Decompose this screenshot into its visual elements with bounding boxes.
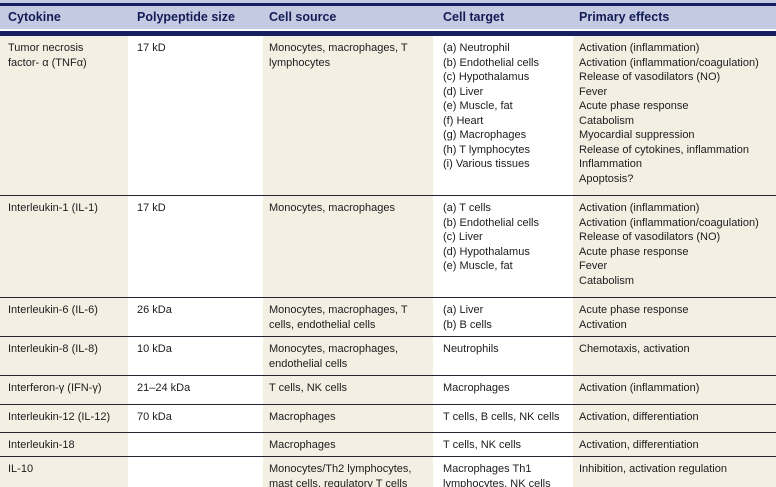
effects-cell: Activation, differentiation	[573, 433, 776, 456]
source-cell: Monocytes, macrophages, T cells, endothe…	[263, 298, 433, 336]
column-header-cell-source: Cell source	[269, 10, 337, 25]
table-header-row: Cytokine Polypeptide size Cell source Ce…	[0, 6, 776, 29]
source-cell: T cells, NK cells	[263, 376, 433, 404]
top-border-line	[0, 3, 776, 6]
target-cell: T cells, B cells, NK cells	[433, 405, 573, 432]
table-row-il-6: Interleukin-6 (IL-6) 26 kDa Monocytes, m…	[0, 297, 776, 336]
table-row-il-1: Interleukin-1 (IL-1) 17 kD Monocytes, ma…	[0, 195, 776, 297]
table-row-il-10: IL-10 Monocytes/Th2 lymphocytes, mast ce…	[0, 456, 776, 487]
size-cell: 10 kDa	[128, 337, 263, 375]
column-header-cell-target: Cell target	[443, 10, 505, 25]
top-strip	[0, 0, 776, 3]
cytokine-cell: Interleukin-6 (IL-6)	[0, 298, 128, 336]
source-cell: Monocytes, macrophages, endothelial cell…	[263, 337, 433, 375]
cytokine-cell: Interleukin-12 (IL-12)	[0, 405, 128, 432]
source-cell: Monocytes, macrophages	[263, 196, 433, 297]
cytokine-cell: Interleukin-8 (IL-8)	[0, 337, 128, 375]
target-cell: T cells, NK cells	[433, 433, 573, 456]
size-cell: 26 kDa	[128, 298, 263, 336]
source-cell: Monocytes/Th2 lymphocytes, mast cells, r…	[263, 457, 433, 487]
table-row-ifn-gamma: Interferon-γ (IFN-γ) 21–24 kDa T cells, …	[0, 375, 776, 404]
size-cell: 17 kD	[128, 36, 263, 195]
effects-cell: Activation (inflammation)	[573, 376, 776, 404]
effects-cell: Activation (inflammation) Activation (in…	[573, 36, 776, 195]
size-cell	[128, 433, 263, 456]
target-cell: (a) Neutrophil (b) Endothelial cells (c)…	[433, 36, 573, 195]
column-header-primary-effects: Primary effects	[579, 10, 670, 25]
target-cell: (a) T cells (b) Endothelial cells (c) Li…	[433, 196, 573, 297]
target-cell: Macrophages	[433, 376, 573, 404]
source-cell: Macrophages	[263, 405, 433, 432]
column-header-cytokine: Cytokine	[8, 10, 61, 25]
cytokine-cell: Interferon-γ (IFN-γ)	[0, 376, 128, 404]
size-cell: 70 kDa	[128, 405, 263, 432]
column-header-polypeptide-size: Polypeptide size	[137, 10, 235, 25]
table-row-il-8: Interleukin-8 (IL-8) 10 kDa Monocytes, m…	[0, 336, 776, 375]
effects-cell: Activation (inflammation) Activation (in…	[573, 196, 776, 297]
effects-cell: Chemotaxis, activation	[573, 337, 776, 375]
cytokine-cell: Interleukin-18	[0, 433, 128, 456]
effects-cell: Acute phase response Activation	[573, 298, 776, 336]
cytokine-cell: Tumor necrosis factor- α (TNFα)	[0, 36, 128, 195]
target-cell: (a) Liver (b) B cells	[433, 298, 573, 336]
size-cell: 17 kD	[128, 196, 263, 297]
effects-cell: Activation, differentiation	[573, 405, 776, 432]
cytokine-cell: Interleukin-1 (IL-1)	[0, 196, 128, 297]
effects-cell: Inhibition, activation regulation	[573, 457, 776, 487]
source-cell: Monocytes, macrophages, T lymphocytes	[263, 36, 433, 195]
cytokine-cell: IL-10	[0, 457, 128, 487]
table-row-il-18: Interleukin-18 Macrophages T cells, NK c…	[0, 432, 776, 456]
target-cell: Neutrophils	[433, 337, 573, 375]
header-rule	[0, 31, 776, 36]
source-cell: Macrophages	[263, 433, 433, 456]
header-gap	[0, 29, 776, 31]
target-cell: Macrophages Th1 lymphocytes, NK cells	[433, 457, 573, 487]
table-row-tnf-alpha: Tumor necrosis factor- α (TNFα) 17 kD Mo…	[0, 36, 776, 195]
size-cell: 21–24 kDa	[128, 376, 263, 404]
table-row-il-12: Interleukin-12 (IL-12) 70 kDa Macrophage…	[0, 404, 776, 432]
size-cell	[128, 457, 263, 487]
